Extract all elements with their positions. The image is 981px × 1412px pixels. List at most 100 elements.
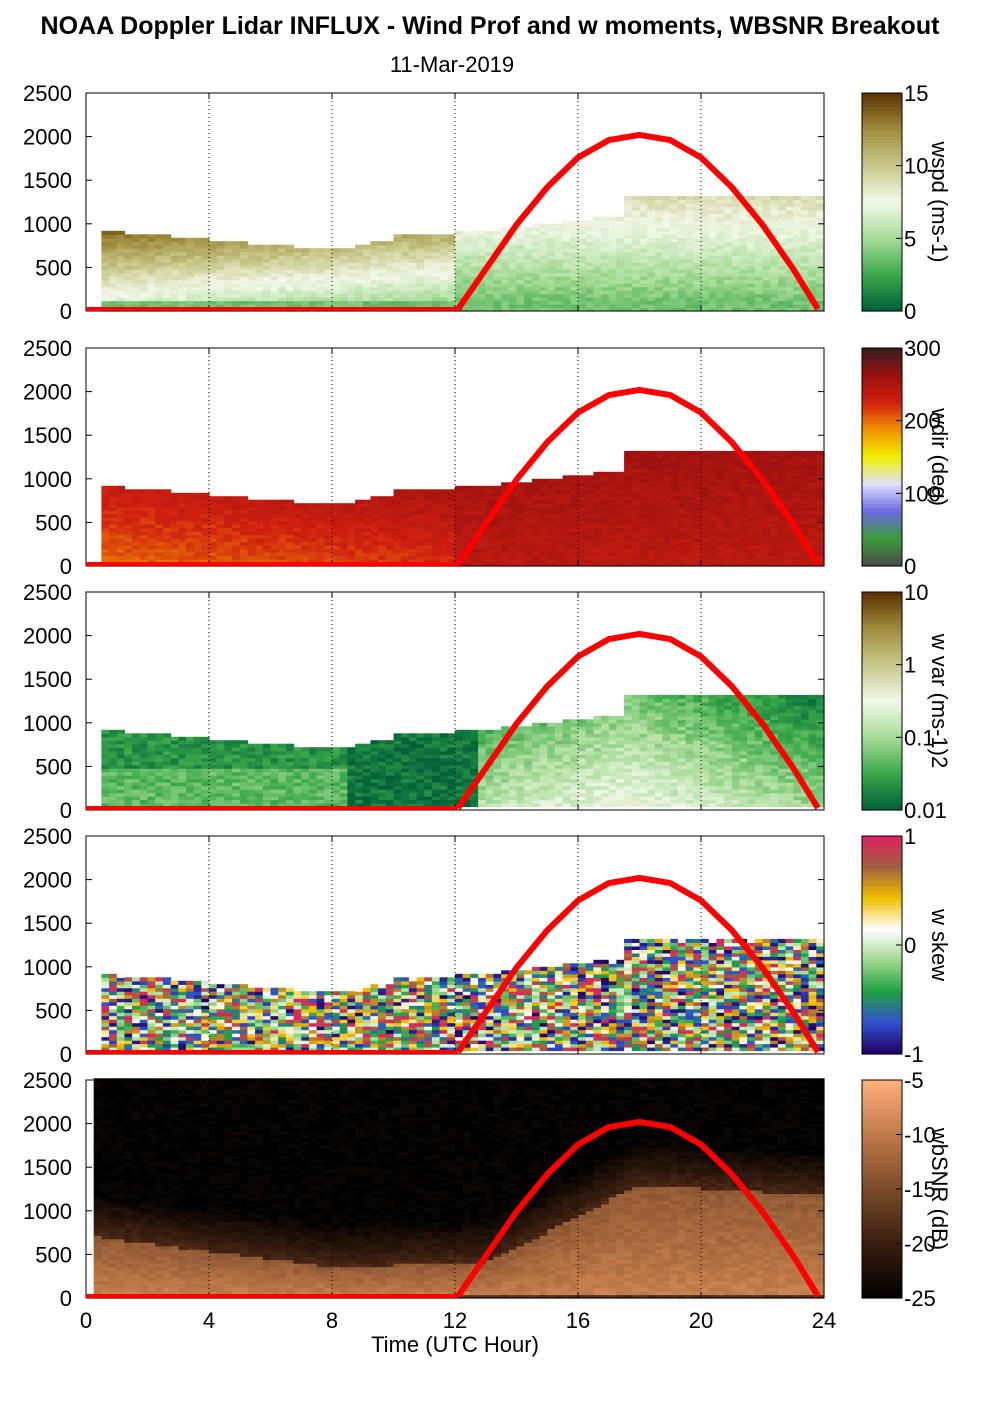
heatmap-cell <box>508 293 518 298</box>
heatmap-cell <box>601 244 610 249</box>
heatmap-cell <box>608 503 618 508</box>
heatmap-cell <box>355 300 364 305</box>
heatmap-cell <box>493 279 502 284</box>
heatmap-cell <box>255 269 264 274</box>
heatmap-cell <box>754 262 764 267</box>
heatmap-cell <box>508 499 518 504</box>
heatmap-cell <box>647 206 656 211</box>
heatmap-cell <box>193 251 202 256</box>
heatmap-cell <box>800 482 810 487</box>
heatmap-cell <box>255 531 264 536</box>
heatmap-cell <box>178 555 187 560</box>
heatmap-cell <box>724 555 733 560</box>
heatmap-cell <box>370 510 379 515</box>
heatmap-cell <box>631 265 641 270</box>
heatmap-cell <box>101 520 110 525</box>
heatmap-cell <box>647 202 656 207</box>
heatmap-cell <box>485 279 495 284</box>
heatmap-cell <box>554 255 564 260</box>
heatmap-cell <box>385 520 395 525</box>
heatmap-cell <box>109 272 118 277</box>
heatmap-cell <box>132 248 141 253</box>
heatmap-cell <box>424 262 433 267</box>
heatmap-cell <box>185 503 195 508</box>
heatmap-cell <box>516 513 525 518</box>
heatmap-cell <box>670 548 679 553</box>
heatmap-cell <box>431 531 441 536</box>
heatmap-cell <box>531 241 541 246</box>
heatmap-cell <box>247 255 256 260</box>
heatmap-cell <box>147 520 156 525</box>
heatmap-cell <box>493 297 502 302</box>
heatmap-cell <box>239 499 249 504</box>
heatmap-cell <box>578 545 587 550</box>
heatmap-cell <box>585 485 594 490</box>
y-tick-label: 1000 <box>23 212 72 237</box>
heatmap-cell <box>670 471 679 476</box>
heatmap-cell <box>608 541 618 546</box>
heatmap-cell <box>562 534 571 539</box>
heatmap-cell <box>524 279 533 284</box>
heatmap-cell <box>578 517 587 522</box>
heatmap-cell <box>808 457 817 462</box>
heatmap-cell <box>724 471 733 476</box>
colorbar-swatch <box>862 242 902 247</box>
heatmap-cell <box>185 248 195 253</box>
heatmap-cell <box>262 534 272 539</box>
heatmap-cell <box>785 227 794 232</box>
heatmap-cell <box>362 510 372 515</box>
heatmap-cell <box>800 216 810 221</box>
heatmap-cell <box>401 293 410 298</box>
heatmap-cell <box>124 541 133 546</box>
heatmap-cell <box>370 265 379 270</box>
heatmap-cell <box>639 506 648 511</box>
heatmap-cell <box>662 552 671 557</box>
heatmap-cell <box>293 279 302 284</box>
heatmap-cell <box>793 475 802 480</box>
heatmap-cell <box>662 454 671 459</box>
heatmap-cell <box>247 545 256 550</box>
heatmap-cell <box>693 527 702 532</box>
heatmap-cell <box>424 496 433 501</box>
heatmap-cell <box>793 517 802 522</box>
heatmap-cell <box>816 524 825 529</box>
heatmap-cell <box>631 527 641 532</box>
heatmap-cell <box>631 241 641 246</box>
heatmap-cell <box>232 555 241 560</box>
heatmap-cell <box>739 499 748 504</box>
heatmap-cell <box>370 279 379 284</box>
heatmap-cell <box>570 293 579 298</box>
heatmap-cell <box>524 248 533 253</box>
heatmap-cell <box>793 279 802 284</box>
heatmap-cell <box>101 764 110 769</box>
heatmap-cell <box>178 538 187 543</box>
heatmap-cell <box>385 269 395 274</box>
heatmap-cell <box>685 209 694 214</box>
heatmap-cell <box>178 541 187 546</box>
heatmap-cell <box>624 503 633 508</box>
heatmap-cell <box>785 199 794 204</box>
heatmap-cell <box>708 293 717 298</box>
heatmap-cell <box>616 269 625 274</box>
heatmap-cell <box>793 545 802 550</box>
heatmap-cell <box>424 272 433 277</box>
heatmap-cell <box>285 262 295 267</box>
heatmap-cell <box>785 454 794 459</box>
heatmap-cell <box>462 237 471 242</box>
heatmap-cell <box>147 234 156 239</box>
heatmap-cell <box>724 269 733 274</box>
heatmap-cell <box>162 237 172 242</box>
heatmap-cell <box>554 527 564 532</box>
heatmap-cell <box>562 510 571 515</box>
heatmap-cell <box>185 538 195 543</box>
heatmap-cell <box>693 499 702 504</box>
heatmap-cell <box>731 272 741 277</box>
heatmap-cell <box>624 300 633 305</box>
heatmap-cell <box>524 534 533 539</box>
heatmap-cell <box>693 534 702 539</box>
heatmap-cell <box>262 276 272 281</box>
heatmap-cell <box>800 457 810 462</box>
heatmap-cell <box>770 220 779 225</box>
colorbar-swatch <box>862 518 902 523</box>
heatmap-cell <box>501 517 510 522</box>
